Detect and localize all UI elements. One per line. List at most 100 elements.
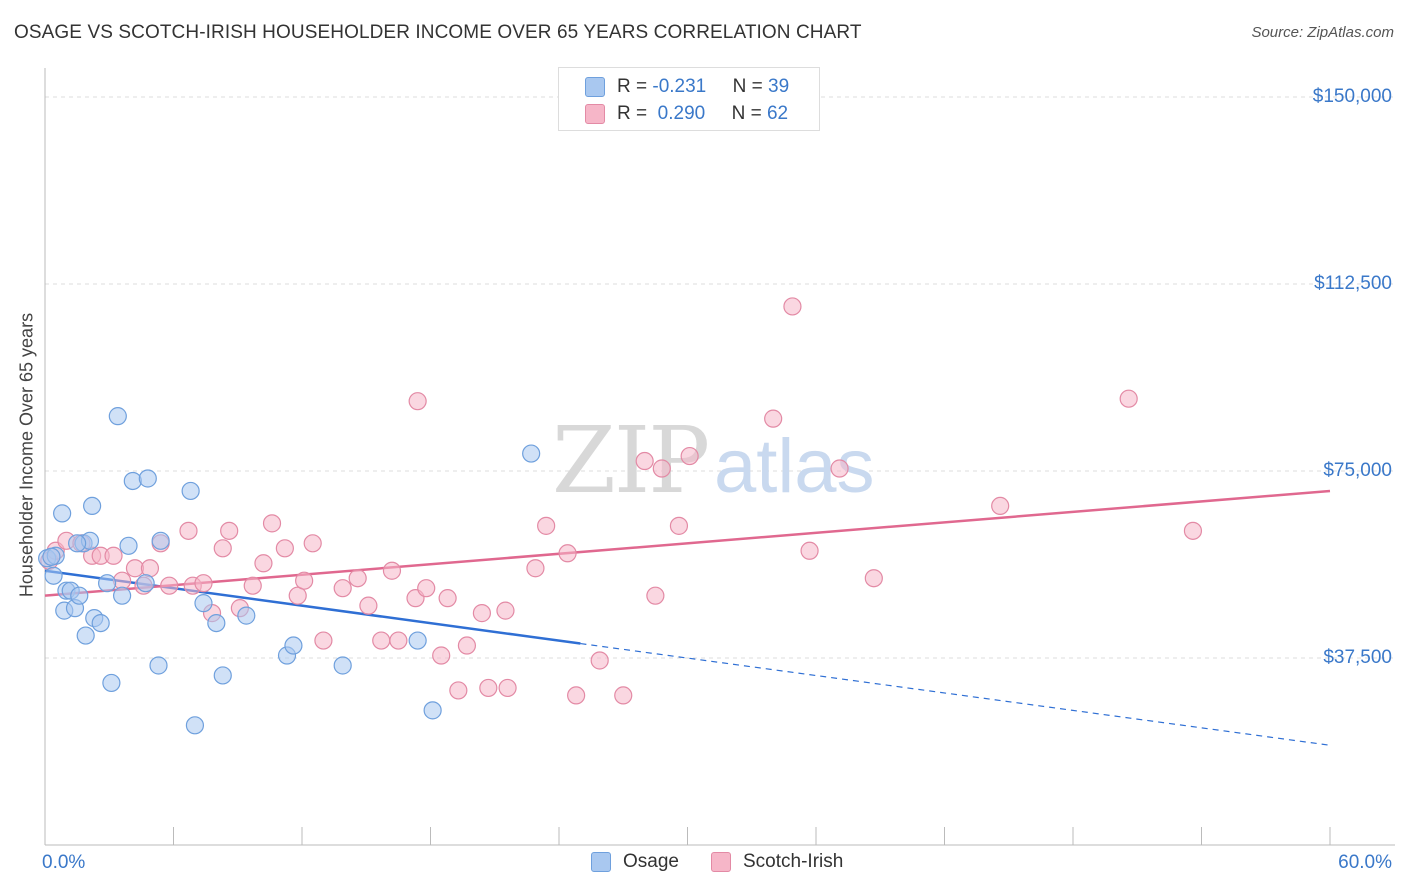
point-scotch-irish-10 [140, 559, 160, 578]
point-scotch-irish-58 [800, 541, 819, 560]
point-scotch-irish-48 [567, 686, 586, 705]
point-osage-25 [181, 481, 200, 501]
point-osage-26 [185, 716, 205, 735]
point-scotch-irish-40 [457, 636, 477, 655]
point-scotch-irish-56 [764, 409, 783, 428]
point-osage-10 [76, 626, 95, 645]
trend-line-scotch-irish [44, 489, 1331, 597]
legend-swatch-osage [591, 852, 611, 872]
point-osage-12 [83, 496, 102, 516]
point-osage-23 [149, 656, 168, 675]
point-scotch-irish-38 [438, 589, 457, 608]
axes [44, 68, 1395, 846]
point-scotch-irish-15 [194, 574, 213, 593]
point-osage-19 [119, 536, 138, 555]
trend-lines [44, 489, 1331, 746]
point-scotch-irish-23 [275, 539, 294, 558]
point-osage-21 [136, 574, 155, 593]
legend-r-value-scotch-irish: 0.290 [657, 103, 706, 124]
point-scotch-irish-17 [213, 539, 232, 558]
point-osage-37 [42, 547, 61, 566]
legend-swatch-scotch-irish [711, 852, 731, 872]
point-scotch-irish-35 [408, 392, 427, 411]
point-scotch-irish-33 [389, 631, 408, 650]
point-scotch-irish-61 [991, 496, 1010, 516]
point-osage-16 [102, 673, 121, 693]
legend-r-value-osage: -0.231 [652, 76, 707, 97]
y-tick-label-0: $37,500 [1323, 647, 1392, 668]
x-tick-label-min: 0.0% [42, 852, 86, 873]
point-scotch-irish-46 [537, 516, 556, 535]
point-scotch-irish-30 [359, 596, 378, 615]
legend-swatch-scotch-irish [585, 104, 605, 124]
point-scotch-irish-6 [104, 546, 123, 565]
point-scotch-irish-39 [449, 681, 468, 700]
point-scotch-irish-18 [220, 521, 239, 540]
watermark-atlas: atlas [714, 424, 875, 509]
point-scotch-irish-22 [262, 514, 282, 533]
point-scotch-irish-37 [432, 646, 451, 665]
point-osage-1 [44, 566, 63, 585]
point-scotch-irish-47 [558, 544, 577, 563]
point-scotch-irish-63 [1183, 521, 1203, 540]
point-osage-15 [98, 574, 117, 593]
point-osage-33 [333, 656, 352, 675]
point-osage-17 [108, 407, 127, 426]
point-scotch-irish-57 [783, 297, 802, 316]
point-scotch-irish-41 [472, 604, 491, 623]
point-osage-22 [138, 469, 157, 488]
source-label: Source: ZipAtlas.com [1251, 24, 1394, 41]
point-osage-34 [408, 631, 427, 650]
point-osage-32 [284, 636, 303, 655]
y-tick-label-2: $112,500 [1314, 273, 1392, 294]
point-scotch-irish-52 [646, 586, 665, 605]
trend-line-osage-extrapolated [580, 642, 1331, 746]
point-scotch-irish-42 [479, 678, 498, 698]
point-scotch-irish-32 [382, 561, 402, 580]
point-scotch-irish-20 [243, 576, 262, 595]
point-osage-30 [237, 606, 256, 625]
point-scotch-irish-51 [635, 451, 654, 471]
point-scotch-irish-49 [590, 651, 609, 670]
watermark: ZIP atlas [552, 407, 875, 514]
legend-item-osage: Osage [591, 851, 679, 873]
point-osage-8 [70, 586, 89, 605]
point-osage-24 [151, 531, 170, 550]
trend-line-osage [44, 569, 581, 645]
correlation-legend: R = -0.231 N = 39 R = 0.290 N = 62 [558, 67, 820, 131]
point-scotch-irish-59 [830, 459, 849, 478]
point-scotch-irish-50 [614, 686, 633, 705]
point-osage-35 [423, 701, 442, 720]
gridlines [45, 96, 1395, 659]
data-points [38, 297, 1203, 735]
legend-r-label: R = [617, 76, 653, 97]
legend-label-osage: Osage [623, 851, 679, 872]
point-scotch-irish-44 [498, 678, 517, 698]
point-scotch-irish-55 [680, 446, 699, 466]
point-scotch-irish-25 [295, 571, 314, 590]
point-scotch-irish-53 [652, 459, 671, 478]
legend-swatch-osage [585, 77, 605, 97]
point-scotch-irish-31 [372, 631, 391, 650]
point-osage-36 [522, 444, 541, 463]
y-tick-label-3: $150,000 [1312, 86, 1392, 107]
point-osage-28 [207, 613, 226, 633]
point-osage-38 [68, 534, 87, 553]
point-scotch-irish-60 [864, 569, 883, 588]
point-osage-18 [112, 586, 132, 605]
point-scotch-irish-28 [333, 579, 352, 598]
legend-label-scotch-irish: Scotch-Irish [743, 851, 844, 872]
point-scotch-irish-36 [417, 579, 436, 598]
point-scotch-irish-12 [160, 576, 179, 595]
legend-n-value-osage: 39 [768, 76, 790, 97]
point-osage-20 [123, 471, 142, 491]
chart-title: OSAGE VS SCOTCH-IRISH HOUSEHOLDER INCOME… [14, 22, 862, 43]
legend-n-label: N = [731, 103, 767, 124]
point-scotch-irish-45 [526, 559, 545, 578]
point-osage-14 [91, 613, 110, 633]
legend-item-scotch-irish: Scotch-Irish [711, 851, 843, 873]
point-scotch-irish-62 [1119, 389, 1138, 408]
legend-r-label: R = [617, 103, 653, 124]
point-osage-3 [53, 504, 72, 523]
